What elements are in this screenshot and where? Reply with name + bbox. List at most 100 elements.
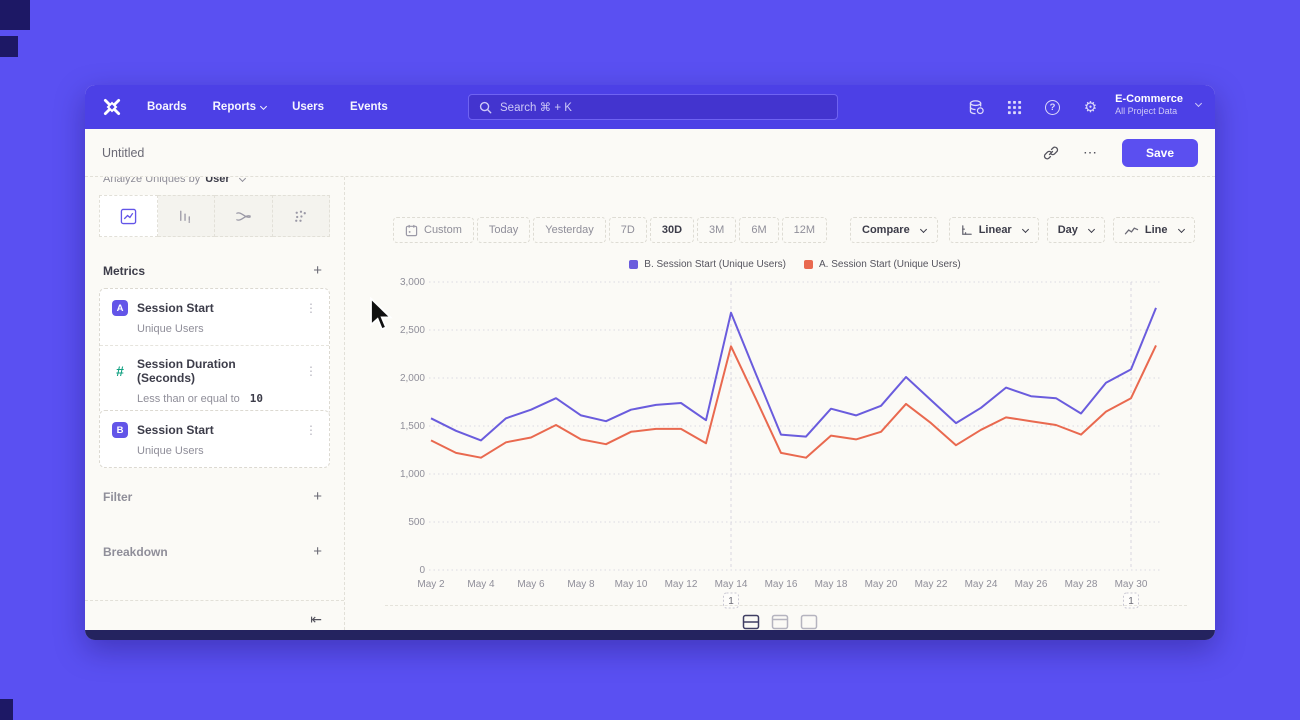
nav-item-events[interactable]: Events bbox=[350, 101, 388, 113]
tab-line-chart[interactable] bbox=[99, 195, 158, 237]
metric-row-a[interactable]: A Session Start ⋮ Unique Users bbox=[100, 289, 329, 345]
window-bottom-strip bbox=[85, 630, 1215, 640]
range-7d-button[interactable]: 7D bbox=[608, 217, 647, 243]
metric-menu-icon[interactable]: ⋮ bbox=[305, 363, 317, 378]
add-filter-button[interactable]: + bbox=[313, 488, 322, 505]
filter-heading: Filter bbox=[103, 489, 133, 504]
tab-bar-chart[interactable] bbox=[157, 195, 215, 237]
metrics-section-header: Metrics + bbox=[103, 263, 322, 278]
metric-group-card: A Session Start ⋮ Unique Users # Session… bbox=[99, 288, 330, 416]
metric-menu-icon[interactable]: ⋮ bbox=[305, 422, 317, 437]
line-chart-icon bbox=[1124, 224, 1139, 237]
analyze-uniques-dropdown[interactable]: Analyze Uniques by User bbox=[103, 177, 246, 185]
apps-grid-icon[interactable] bbox=[1006, 99, 1023, 116]
layout-split-icon[interactable] bbox=[742, 614, 760, 630]
search-icon bbox=[479, 101, 492, 113]
chevron-down-icon bbox=[1021, 225, 1029, 233]
x-tick-label: May 24 bbox=[965, 579, 998, 590]
x-tick-label: May 16 bbox=[765, 579, 798, 590]
annotation-count: 1 bbox=[1128, 596, 1134, 607]
divider bbox=[85, 600, 344, 601]
project-name: E-Commerce bbox=[1115, 93, 1183, 105]
legend-item[interactable]: A. Session Start (Unique Users) bbox=[804, 259, 961, 270]
y-tick-label: 1,500 bbox=[400, 421, 425, 432]
metric-title: Session Duration (Seconds) bbox=[137, 357, 236, 385]
nav-icon-group: ? ⚙ bbox=[968, 85, 1099, 129]
share-link-icon[interactable] bbox=[1043, 145, 1059, 161]
metric-row-b[interactable]: B Session Start ⋮ Unique Users bbox=[100, 411, 329, 467]
x-tick-label: May 14 bbox=[715, 579, 748, 590]
add-breakdown-button[interactable]: + bbox=[313, 543, 322, 560]
calendar-icon bbox=[405, 224, 418, 236]
chart-toolbar: Custom Today Yesterday 7D 30D 3M 6M 12M … bbox=[393, 217, 1195, 243]
nav-item-users[interactable]: Users bbox=[292, 101, 324, 113]
collapse-sidebar-icon[interactable]: ⇤ bbox=[310, 611, 322, 627]
legend-swatch bbox=[804, 260, 813, 269]
metric-menu-icon[interactable]: ⋮ bbox=[305, 300, 317, 315]
metric-card: B Session Start ⋮ Unique Users bbox=[99, 410, 330, 468]
chevron-down-icon bbox=[919, 225, 927, 233]
settings-gear-icon[interactable]: ⚙ bbox=[1082, 99, 1099, 116]
divider bbox=[385, 605, 1187, 606]
range-custom-button[interactable]: Custom bbox=[393, 217, 474, 243]
gear-glyph: ⚙ bbox=[1083, 98, 1098, 116]
metric-row-duration[interactable]: # Session Duration (Seconds) ⋮ Less than… bbox=[100, 345, 329, 415]
interval-dropdown[interactable]: Day bbox=[1046, 217, 1105, 243]
scale-dropdown[interactable]: Linear bbox=[948, 217, 1039, 243]
range-label: 3M bbox=[709, 224, 725, 236]
x-tick-label: May 26 bbox=[1015, 579, 1048, 590]
annotation-badge[interactable] bbox=[723, 592, 739, 609]
chart-panel: Custom Today Yesterday 7D 30D 3M 6M 12M … bbox=[345, 177, 1215, 630]
help-icon[interactable]: ? bbox=[1044, 99, 1061, 116]
nav-item-boards[interactable]: Boards bbox=[147, 101, 187, 113]
range-12m-button[interactable]: 12M bbox=[781, 217, 828, 243]
nav-item-label: Boards bbox=[147, 101, 187, 113]
metric-title: Session Start bbox=[137, 423, 214, 437]
number-property-icon: # bbox=[116, 363, 124, 379]
metric-badge-b: B bbox=[112, 422, 128, 438]
metric-condition[interactable]: Less than or equal to 10 bbox=[137, 392, 317, 405]
data-management-icon[interactable] bbox=[968, 99, 985, 116]
nav-item-label: Reports bbox=[212, 101, 257, 113]
range-3m-button[interactable]: 3M bbox=[697, 217, 737, 243]
project-selector[interactable]: E-Commerce All Project Data bbox=[1115, 92, 1203, 117]
annotation-badge[interactable] bbox=[1123, 592, 1139, 609]
compare-button[interactable]: Compare bbox=[850, 217, 938, 243]
chart-type-label: Line bbox=[1144, 224, 1168, 236]
view-layout-toggles bbox=[345, 614, 1215, 630]
corner-artifact bbox=[0, 699, 13, 720]
chevron-down-icon bbox=[1087, 225, 1095, 233]
series-line[interactable] bbox=[430, 307, 1157, 442]
metric-subtitle[interactable]: Unique Users bbox=[137, 445, 204, 457]
series-line[interactable] bbox=[430, 344, 1157, 459]
line-chart[interactable]: 0 500 1,000 1,500 2,000 2,500 3,000 1 1 May 2 May … bbox=[385, 275, 1175, 620]
range-label: Today bbox=[488, 224, 519, 236]
search-input[interactable]: Search ⌘ + K bbox=[468, 94, 838, 120]
metric-subtitle[interactable]: Unique Users bbox=[137, 323, 204, 335]
range-6m-button[interactable]: 6M bbox=[739, 217, 779, 243]
legend-item[interactable]: B. Session Start (Unique Users) bbox=[629, 259, 786, 270]
range-today-button[interactable]: Today bbox=[476, 217, 531, 243]
tab-scatter[interactable] bbox=[272, 195, 330, 237]
add-metric-button[interactable]: + bbox=[313, 262, 322, 279]
chart-type-dropdown[interactable]: Line bbox=[1112, 217, 1195, 243]
save-button[interactable]: Save bbox=[1122, 138, 1198, 167]
annotation-count: 1 bbox=[728, 596, 734, 607]
mixpanel-logo-icon[interactable] bbox=[101, 97, 123, 117]
chart-type-tabs bbox=[99, 195, 330, 237]
range-yesterday-button[interactable]: Yesterday bbox=[533, 217, 606, 243]
interval-label: Day bbox=[1057, 224, 1078, 236]
filter-section-header: Filter + bbox=[103, 489, 322, 504]
x-tick-label: May 10 bbox=[615, 579, 648, 590]
layout-full-icon[interactable] bbox=[800, 614, 818, 630]
range-30d-button[interactable]: 30D bbox=[649, 217, 695, 243]
condition-value[interactable]: 10 bbox=[249, 392, 263, 405]
x-tick-label: May 6 bbox=[517, 579, 545, 590]
layout-top-icon[interactable] bbox=[771, 614, 789, 630]
x-tick-label: May 12 bbox=[665, 579, 698, 590]
chevron-down-icon bbox=[238, 177, 246, 182]
more-options-icon[interactable]: ⋯ bbox=[1083, 144, 1098, 160]
metric-badge-a: A bbox=[112, 300, 128, 316]
tab-flows[interactable] bbox=[215, 195, 273, 237]
nav-item-reports[interactable]: Reports bbox=[212, 101, 268, 113]
